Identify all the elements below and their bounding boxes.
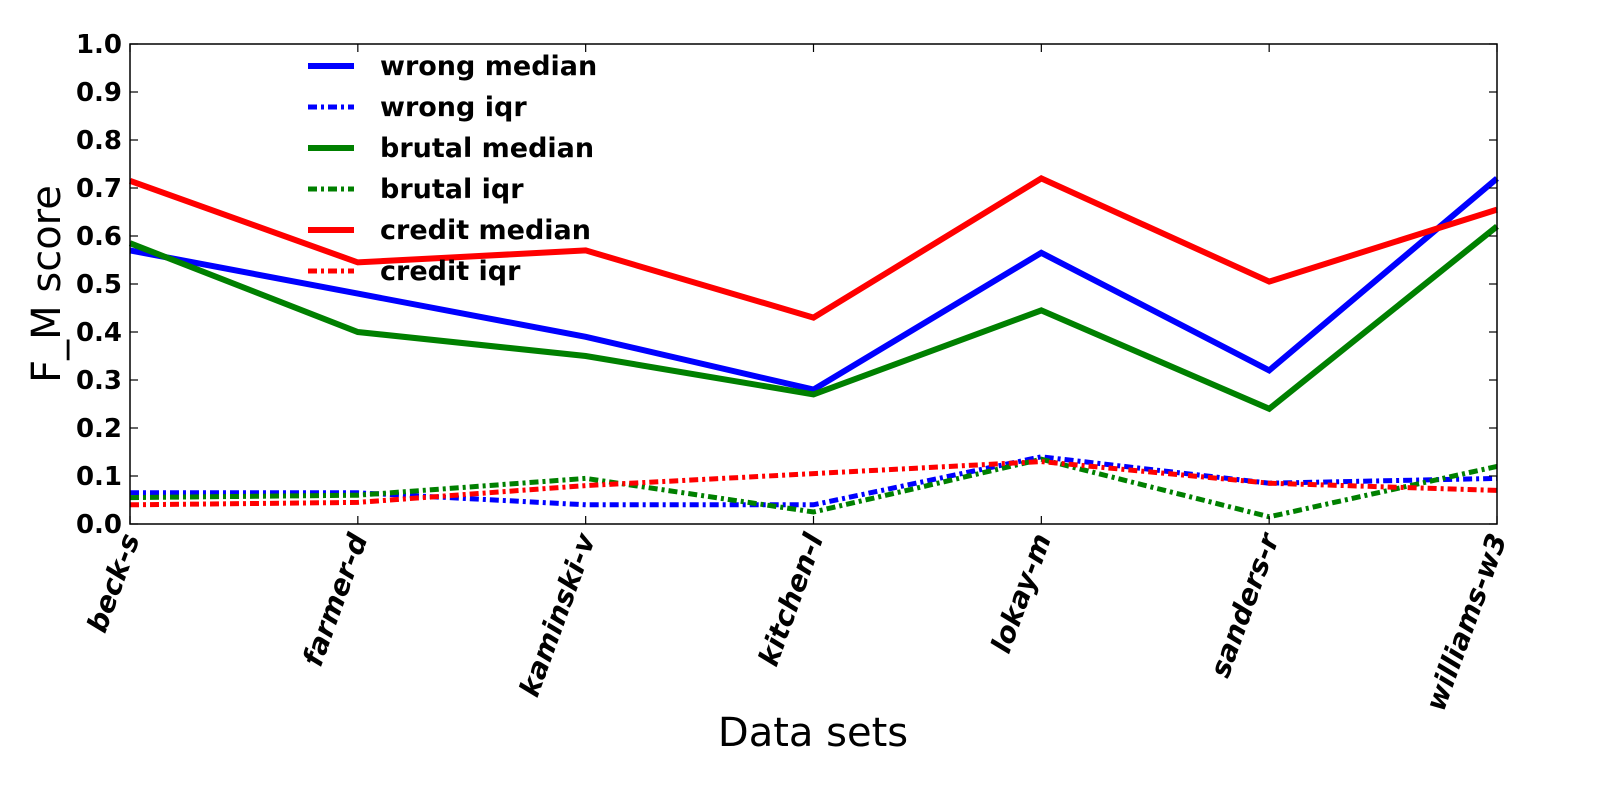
- legend-label: credit median: [380, 215, 591, 246]
- y-tick-label: 0.2: [76, 414, 122, 444]
- x-axis: beck-s farmer-d kaminski-v kitchen-l lokay-m…: [80, 44, 1514, 715]
- legend-label: wrong iqr: [380, 92, 527, 123]
- y-tick-label: 0.7: [76, 174, 122, 204]
- x-axis-title: Data sets: [718, 710, 908, 756]
- series-line-wrong-median: [129, 176, 1499, 393]
- y-tick-label: 0.4: [76, 318, 122, 348]
- series-line-credit-iqr: [129, 459, 1498, 508]
- y-tick-label: 0.9: [76, 78, 122, 108]
- x-tick-label: lokay-m: [984, 529, 1058, 657]
- legend-label: wrong median: [380, 51, 597, 82]
- series-layer: [128, 175, 1499, 520]
- plot-frame: [129, 43, 1498, 525]
- series-line-brutal-median: [128, 224, 1499, 413]
- y-tick-label: 0.5: [76, 270, 122, 300]
- x-tick-label: beck-s: [80, 529, 146, 637]
- legend-label: credit iqr: [380, 256, 521, 287]
- y-tick-label: 0.0: [76, 510, 122, 540]
- y-tick-label: 0.6: [76, 222, 122, 252]
- x-tick-label: sanders-r: [1203, 527, 1286, 682]
- legend-label: brutal median: [380, 133, 594, 164]
- y-axis-title: F_M score: [24, 185, 70, 383]
- legend: wrong median wrong iqr brutal median brutal…: [308, 51, 597, 287]
- y-tick-label: 0.1: [76, 462, 122, 492]
- y-tick-label: 0.8: [76, 126, 122, 156]
- y-tick-label: 1.0: [76, 30, 122, 60]
- y-axis: 0.0 0.1 0.2 0.3 0.4 0.5 0.6 0.7 0.8 0.9 1.0: [76, 30, 1497, 540]
- x-tick-label: kaminski-v: [513, 528, 603, 701]
- x-tick-label: kitchen-l: [752, 529, 830, 671]
- y-tick-label: 0.3: [76, 366, 122, 396]
- series-line-credit-median: [128, 175, 1498, 321]
- x-tick-label: williams-w3: [1419, 529, 1514, 715]
- x-tick-label: farmer-d: [296, 528, 375, 670]
- series-line-brutal-iqr: [129, 456, 1498, 520]
- legend-label: brutal iqr: [380, 174, 524, 205]
